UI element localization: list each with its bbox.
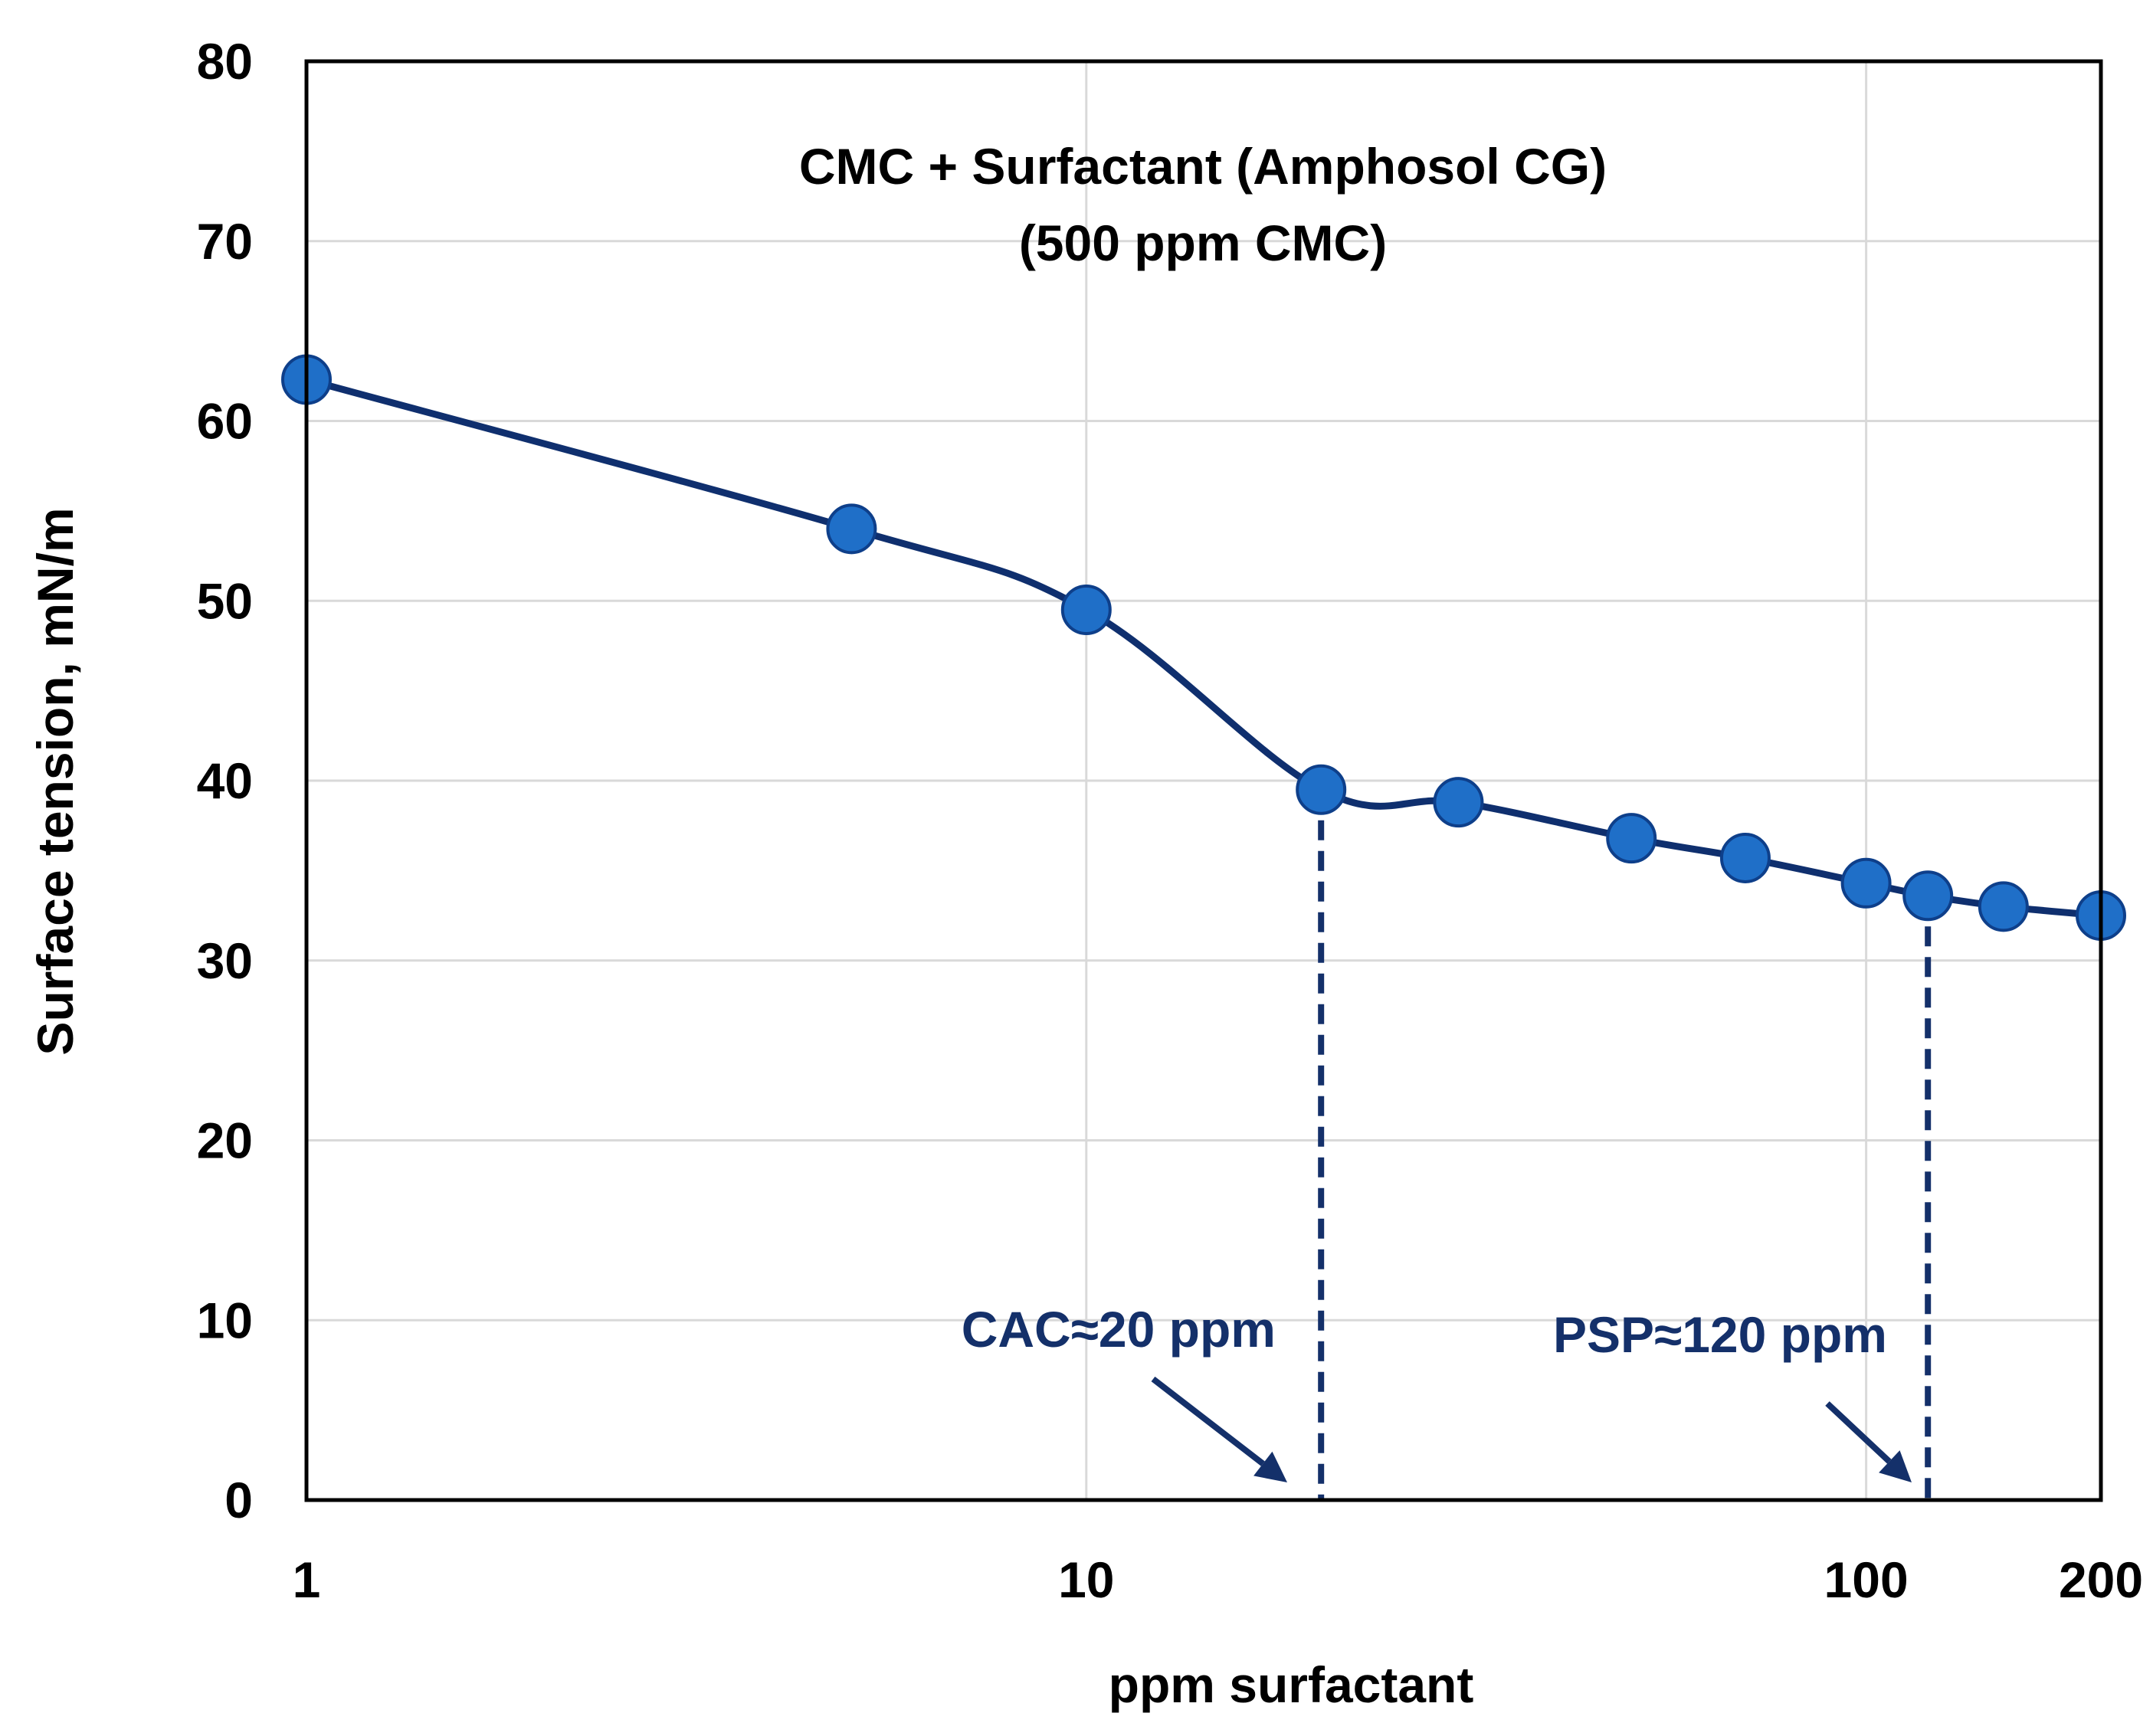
y-tick-label: 50 (197, 572, 253, 629)
annotations: CAC≈20 ppm PSP≈120 ppm (962, 789, 1932, 1500)
y-tick-label: 20 (197, 1112, 253, 1169)
chart-title-line1: CMC + Surfactant (Amphosol CG) (799, 138, 1607, 195)
x-axis-title: ppm surfactant (1109, 1656, 1474, 1713)
annotation-arrow-1 (1825, 1401, 1892, 1464)
data-point-5 (1606, 813, 1657, 864)
series-line (305, 376, 2102, 919)
x-tick-label: 200 (2059, 1551, 2143, 1608)
x-tick-label: 100 (1824, 1551, 1909, 1608)
data-point-7 (1840, 857, 1892, 909)
annotation-arrow-0 (1151, 1376, 1265, 1466)
y-tick-label: 60 (197, 393, 253, 450)
y-tick-label: 40 (197, 752, 253, 809)
y-tick-label: 0 (224, 1472, 253, 1528)
annotation-label-0: CAC≈20 ppm (962, 1301, 1276, 1358)
data-point-6 (1719, 832, 1771, 883)
data-point-4 (1433, 777, 1484, 828)
plot-frame (304, 59, 2103, 1502)
y-tick-labels: 0 10 20 30 40 50 60 70 80 (197, 33, 253, 1528)
data-point-3 (1296, 764, 1347, 815)
y-tick-label: 80 (197, 33, 253, 90)
x-tick-label: 10 (1058, 1551, 1114, 1608)
series-curve (305, 376, 2102, 919)
data-point-1 (826, 503, 877, 555)
chart-title-line2: (500 ppm CMC) (1019, 215, 1387, 271)
annotation-arrowhead-0 (1253, 1451, 1287, 1482)
x-tick-label: 1 (293, 1551, 321, 1608)
series-markers (281, 354, 2126, 942)
annotation-arrowhead-1 (1879, 1450, 1912, 1482)
y-tick-label: 30 (197, 932, 253, 989)
y-tick-label: 10 (197, 1292, 253, 1348)
annotation-label-1: PSP≈120 ppm (1553, 1306, 1887, 1363)
data-point-8 (1902, 870, 1954, 922)
x-tick-labels: 1 10 100 200 (293, 1551, 2143, 1608)
grid-lines (306, 61, 2101, 1500)
data-point-2 (1060, 584, 1112, 635)
y-axis-title: Surface tension, mN/m (27, 507, 84, 1055)
y-tick-label: 70 (197, 213, 253, 270)
data-point-9 (1978, 881, 2029, 932)
